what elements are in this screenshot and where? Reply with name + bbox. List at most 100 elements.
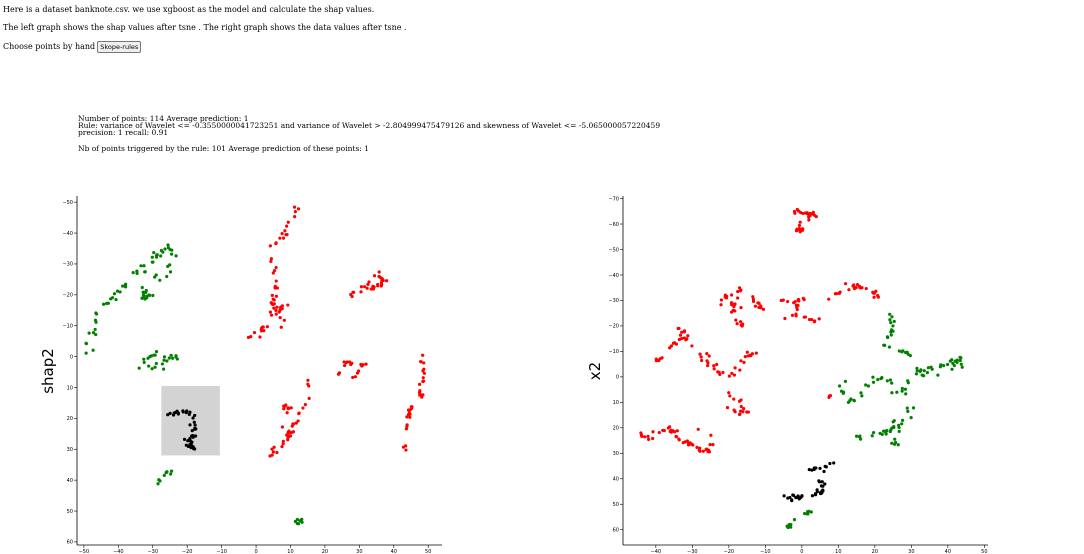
data-point: [819, 484, 824, 488]
data-point: [789, 523, 793, 527]
data-point: [716, 370, 720, 374]
y-tick: 60: [613, 528, 623, 534]
data-point: [181, 409, 185, 413]
data-point: [739, 359, 743, 363]
data-point: [754, 351, 758, 355]
data-point: [783, 316, 787, 321]
data-point: [193, 423, 197, 427]
point-cluster: [827, 282, 880, 301]
x-tick: −20: [724, 545, 734, 554]
data-point: [154, 361, 158, 366]
x-tick: 40: [945, 545, 951, 554]
data-point: [166, 413, 170, 417]
data-point: [926, 366, 930, 370]
data-point: [94, 311, 98, 315]
data-point: [259, 328, 263, 332]
data-point: [163, 247, 167, 251]
data-point: [699, 355, 703, 359]
data-point: [350, 294, 354, 299]
data-point: [809, 510, 813, 514]
data-point: [91, 348, 95, 352]
data-point: [800, 494, 804, 498]
data-point: [711, 442, 715, 447]
data-point: [417, 382, 422, 386]
data-point: [350, 361, 354, 365]
y-tick-label: 10: [613, 400, 619, 406]
y-tick: 50: [67, 509, 77, 515]
data-point: [674, 342, 679, 346]
data-point: [793, 211, 797, 215]
y-tick: 0: [70, 354, 77, 360]
y-tick: −40: [62, 231, 77, 237]
point-cluster: [725, 391, 750, 417]
data-point: [677, 437, 681, 441]
data-point: [193, 413, 197, 418]
data-point: [118, 290, 122, 294]
y-tick-label: 20: [67, 416, 73, 422]
data-point: [878, 431, 882, 435]
data-point: [727, 374, 731, 378]
data-point: [294, 421, 298, 425]
data-point: [795, 207, 799, 212]
data-point: [422, 371, 427, 375]
data-point: [409, 406, 414, 411]
y-tick: −10: [62, 324, 77, 330]
y-tick: −10: [608, 349, 623, 355]
data-point: [168, 248, 172, 252]
data-point: [654, 359, 658, 363]
data-point: [882, 429, 886, 433]
data-point: [166, 264, 170, 269]
data-point: [706, 363, 710, 368]
data-point: [751, 295, 755, 299]
data-point: [286, 435, 290, 439]
data-point: [736, 296, 740, 300]
data-point: [915, 366, 919, 370]
data-point: [939, 363, 943, 367]
y-tick-label: −70: [608, 196, 619, 202]
data-point: [797, 223, 802, 228]
data-point: [265, 325, 269, 329]
data-point: [158, 278, 162, 282]
data-point: [141, 290, 145, 294]
data-point: [700, 358, 704, 363]
data-point: [191, 433, 195, 438]
x-tick: 10: [287, 545, 294, 554]
data-point: [252, 330, 257, 335]
data-point: [269, 257, 274, 261]
data-point: [818, 466, 822, 470]
data-point: [408, 415, 412, 419]
data-point: [280, 304, 284, 308]
data-point: [786, 496, 790, 500]
y-tick-label: −60: [608, 222, 619, 228]
data-point: [707, 450, 712, 454]
point-cluster: [882, 312, 912, 358]
data-point: [639, 433, 644, 437]
data-point: [959, 362, 963, 366]
y-tick: 40: [67, 478, 77, 484]
x-tick: 0: [800, 545, 803, 554]
y-tick-label: −20: [62, 293, 73, 299]
data-point: [273, 284, 277, 288]
x-tick-label: 40: [945, 549, 951, 554]
data-point: [860, 394, 864, 398]
y-tick-label: −30: [608, 298, 619, 304]
data-point: [903, 387, 908, 391]
data-point: [274, 265, 278, 270]
y-tick: −30: [608, 298, 623, 304]
data-point: [141, 294, 146, 298]
data-point: [93, 327, 97, 332]
data-point: [145, 294, 149, 298]
data-point: [781, 298, 785, 302]
data-point: [191, 444, 195, 449]
data-point: [911, 406, 916, 410]
data-point: [188, 410, 192, 414]
data-point: [186, 439, 190, 443]
data-point: [859, 391, 863, 395]
data-point: [286, 220, 290, 224]
skope-rules-button[interactable]: Skope-rules: [97, 41, 142, 53]
data-point: [759, 304, 763, 308]
data-point: [162, 355, 167, 359]
data-point: [732, 304, 736, 309]
data-point: [737, 286, 742, 290]
